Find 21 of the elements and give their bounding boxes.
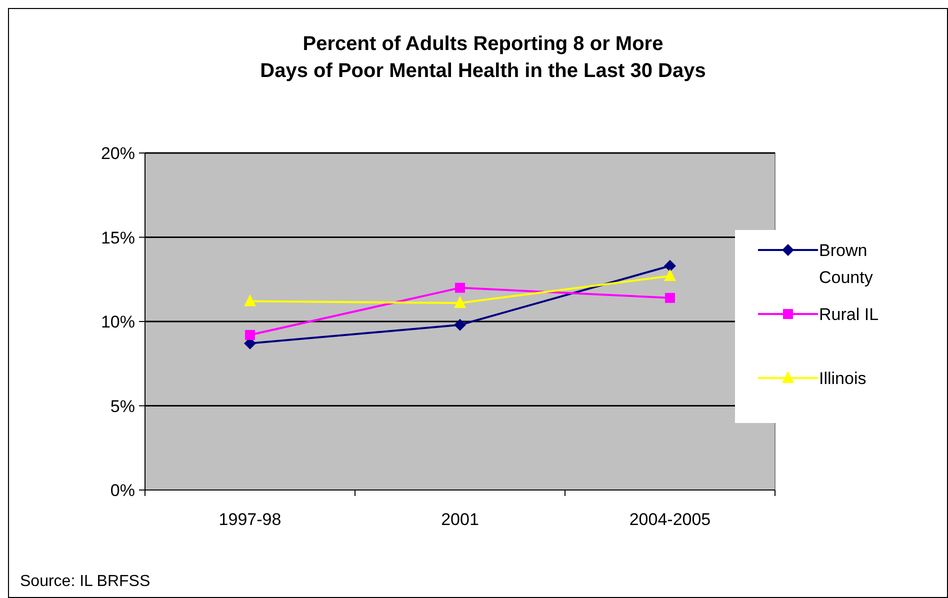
point bbox=[665, 292, 675, 303]
source-note: Source: IL BRFSS bbox=[20, 573, 150, 590]
point bbox=[454, 296, 466, 308]
y-tick-label: 15% bbox=[100, 228, 135, 248]
x-tick-label: 2001 bbox=[441, 510, 479, 529]
y-tick-label: 20% bbox=[100, 144, 135, 163]
legend-label: Brown County bbox=[819, 241, 874, 287]
legend-label: Rural IL bbox=[819, 305, 879, 324]
point bbox=[454, 318, 466, 331]
point bbox=[244, 294, 256, 306]
point bbox=[664, 269, 676, 282]
x-tick-label: 2004-2005 bbox=[629, 510, 711, 529]
point bbox=[664, 260, 676, 272]
legend-label: Illinois bbox=[819, 369, 866, 388]
y-tick-label: 0% bbox=[110, 481, 135, 500]
chart-title: Percent of Adults Reporting 8 or More Days of Poor Mental Health in the Last 30 Days bbox=[260, 33, 706, 82]
point bbox=[455, 282, 465, 293]
point bbox=[245, 330, 255, 340]
x-tick-label: 1997-98 bbox=[218, 510, 282, 529]
y-tick-label: 10% bbox=[100, 312, 135, 332]
y-tick-label: 5% bbox=[110, 396, 135, 416]
